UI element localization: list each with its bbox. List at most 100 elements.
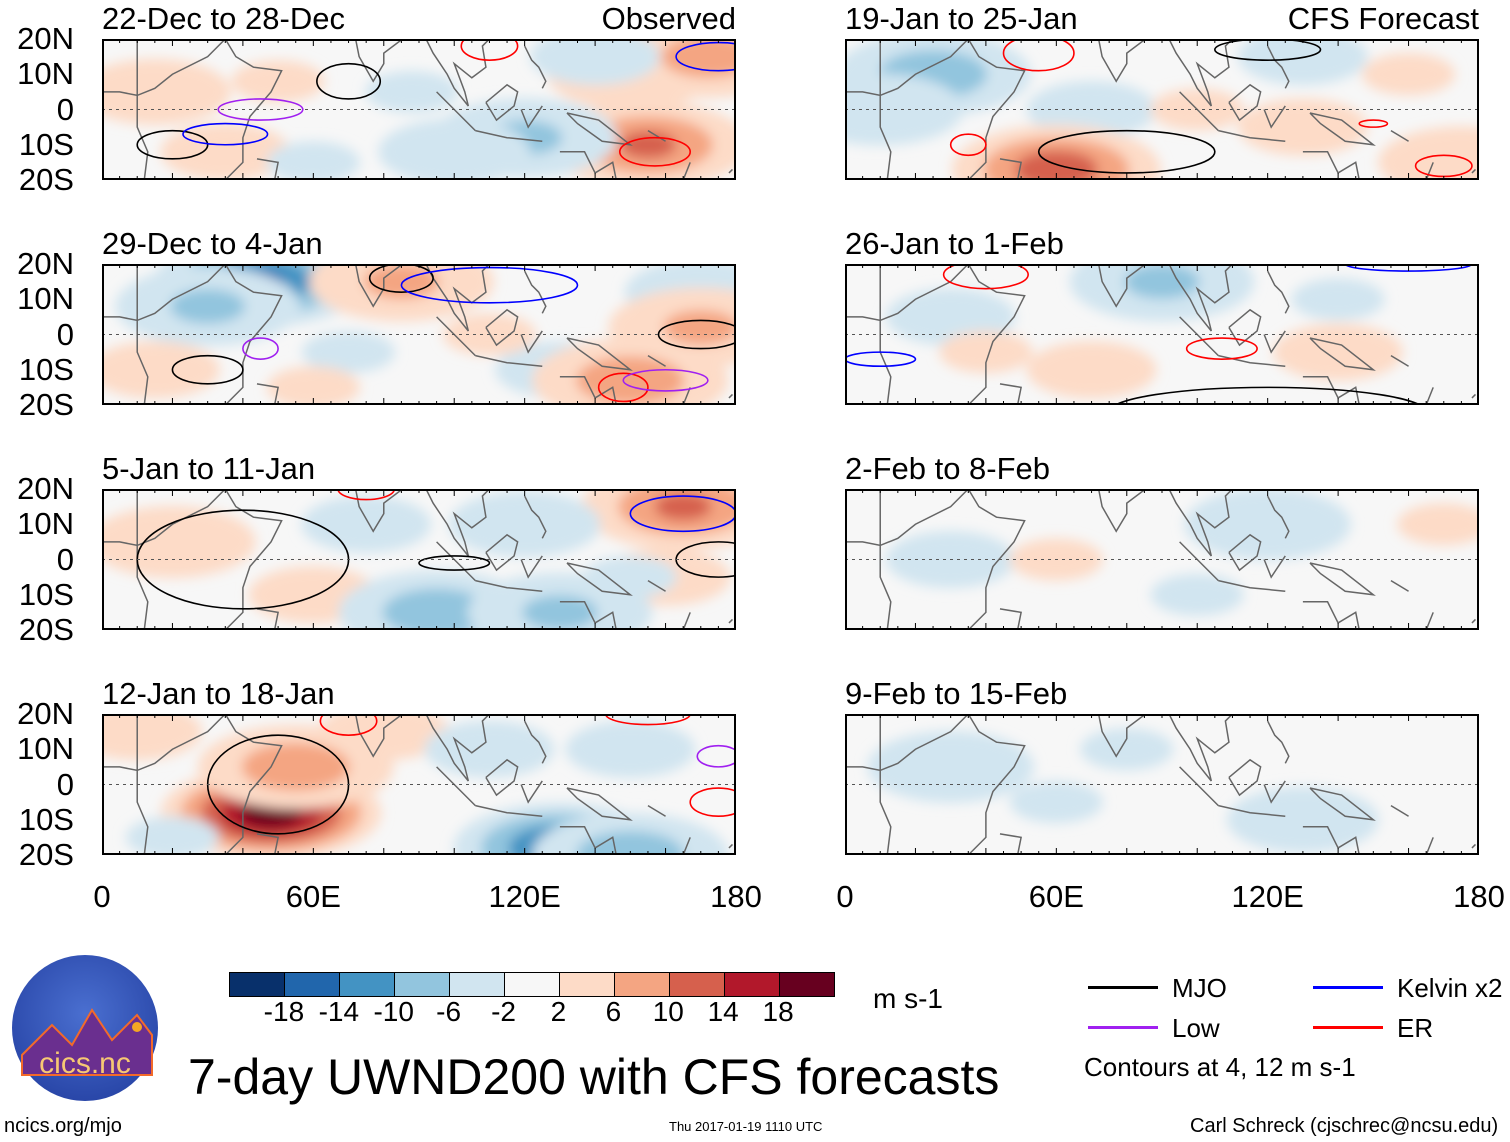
coastline	[1471, 168, 1477, 174]
coastline	[999, 158, 1022, 180]
coastline	[1045, 39, 1233, 107]
panel-title: 12-Jan to 18-Jan	[102, 676, 335, 711]
coastline	[485, 533, 519, 572]
y-tick-label: 10N	[17, 731, 74, 767]
coastline	[1263, 780, 1286, 804]
panel-title: 22-Dec to 28-Dec	[102, 1, 345, 36]
coastline	[1390, 805, 1409, 817]
x-tick-label: 60E	[285, 879, 341, 914]
coastline	[1302, 601, 1360, 630]
cics-logo: cics.nc	[12, 955, 158, 1101]
colorbar-tick: 2	[550, 996, 567, 1027]
anomaly-mark	[102, 714, 203, 761]
legend-label: ER	[1397, 1013, 1434, 1043]
low-contour	[242, 337, 279, 360]
low-contour	[622, 368, 709, 392]
coastline	[102, 264, 226, 322]
coastline	[1266, 270, 1290, 314]
coastline	[1045, 714, 1233, 782]
mjo-contour	[1114, 386, 1422, 405]
anomaly-mark	[939, 331, 1033, 374]
map-panel	[845, 39, 1479, 180]
coastline	[1266, 495, 1290, 539]
mjo-contour	[316, 62, 382, 100]
colorbar-swatch	[725, 973, 780, 996]
legend-label: Low	[1172, 1013, 1220, 1043]
kelvin-contour	[629, 495, 736, 533]
colorbar-swatch	[560, 973, 615, 996]
anomaly-mark	[241, 742, 350, 791]
colorbar-swatch	[450, 973, 505, 996]
map-panel	[102, 489, 736, 630]
coastline	[136, 714, 149, 855]
panel-title: 9-Feb to 15-Feb	[845, 676, 1068, 711]
coastline	[559, 601, 617, 630]
panel-title: 5-Jan to 11-Jan	[102, 451, 316, 486]
colorbar-tick: 18	[762, 996, 794, 1027]
coastline	[999, 608, 1022, 630]
map-panel	[845, 489, 1479, 630]
coastline	[523, 45, 547, 89]
contour-note: Contours at 4, 12 m s-1	[1084, 1052, 1356, 1082]
coastline	[1218, 804, 1286, 817]
coastline	[475, 804, 543, 817]
coastline	[1228, 308, 1262, 347]
anomaly-mark	[1150, 573, 1244, 616]
observed-label: Observed	[601, 1, 736, 36]
er-contour	[942, 264, 1029, 290]
coastline	[845, 714, 969, 772]
coastline	[1390, 130, 1409, 142]
coastline	[523, 495, 547, 539]
coastline	[1425, 612, 1434, 630]
coastline	[523, 270, 547, 314]
kelvin-contour	[182, 122, 269, 146]
legend-label: Kelvin x2	[1397, 973, 1503, 1003]
y-tick-label: 10N	[17, 506, 74, 542]
coastline	[647, 130, 666, 142]
coastline	[475, 129, 543, 142]
er-contour	[1358, 119, 1389, 128]
coastline	[1309, 787, 1376, 821]
map-panel	[845, 714, 1479, 855]
anomaly-mark	[102, 58, 231, 125]
colorbar-tick: -6	[436, 996, 462, 1027]
coastline	[136, 39, 149, 180]
coastline	[999, 833, 1022, 855]
coastline	[1228, 533, 1262, 572]
anomaly-mark	[583, 556, 677, 599]
source-link[interactable]: ncics.org/mjo	[4, 1115, 122, 1137]
coastline	[1263, 330, 1286, 354]
coastline	[136, 264, 149, 405]
coastline	[256, 158, 279, 180]
colorbar-tick: -18	[263, 996, 305, 1027]
colorbar-swatch	[505, 973, 560, 996]
er-contour	[1002, 39, 1075, 72]
coastline	[559, 826, 617, 855]
anomaly-mark	[885, 288, 1016, 346]
colorbar-swatch	[670, 973, 725, 996]
anomaly-mark	[1273, 323, 1404, 381]
coastline	[967, 489, 1026, 630]
coastline	[1425, 162, 1434, 180]
anomaly-mark	[1009, 781, 1103, 824]
x-tick-label: 0	[93, 879, 111, 914]
coastline	[256, 833, 279, 855]
coastline	[520, 555, 543, 579]
anomaly-mark	[530, 39, 661, 86]
anomaly-mark	[845, 73, 964, 146]
colorbar-tick: 14	[707, 996, 739, 1027]
coastline	[1302, 376, 1360, 405]
y-tick-label: 0	[56, 766, 74, 802]
coastline	[728, 843, 734, 849]
coastline	[1228, 758, 1262, 797]
coastline	[485, 758, 519, 797]
er-contour	[604, 714, 691, 726]
anomaly-mark	[565, 720, 696, 778]
coastline	[1302, 151, 1360, 180]
coastline	[1390, 580, 1409, 592]
low-contour	[696, 744, 736, 768]
colorbar	[229, 972, 835, 997]
er-contour	[319, 714, 378, 736]
low-contour	[217, 98, 304, 121]
mjo-contour	[368, 264, 434, 293]
